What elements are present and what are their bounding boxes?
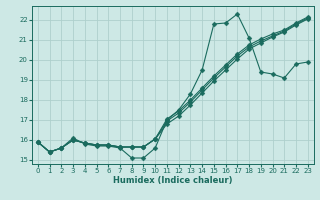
X-axis label: Humidex (Indice chaleur): Humidex (Indice chaleur): [113, 176, 233, 185]
